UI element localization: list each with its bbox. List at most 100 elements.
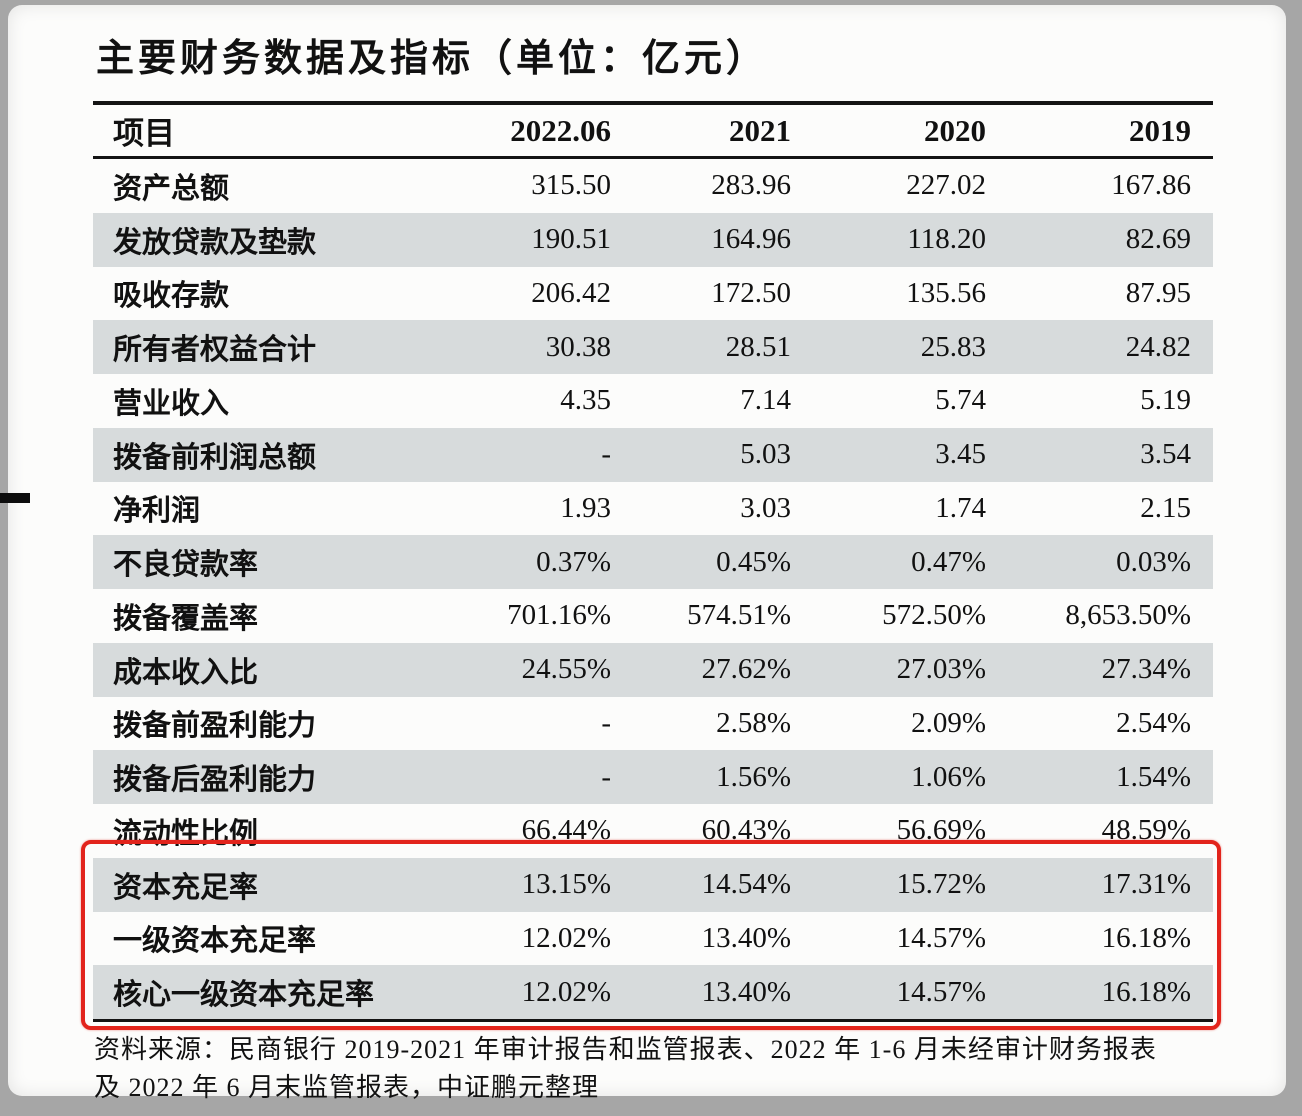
table-row: 净利润 1.93 3.03 1.74 2.15 <box>93 482 1213 536</box>
document-page: 主要财务数据及指标（单位：亿元） 项目 2022.06 2021 2020 20… <box>8 5 1286 1102</box>
cell-value: 172.50 <box>711 276 791 309</box>
cell-value: 5.03 <box>740 438 791 471</box>
column-header-2020: 2020 <box>924 112 986 148</box>
cell-value: 118.20 <box>907 223 986 256</box>
cell-value: 13.40% <box>701 921 791 954</box>
cell-value: 12.02% <box>521 975 611 1008</box>
row-label: 成本收入比 <box>113 656 259 689</box>
row-label: 资产总额 <box>113 172 230 205</box>
table-row: 拨备前利润总额 - 5.03 3.45 3.54 <box>93 427 1213 482</box>
cell-value: 5.74 <box>935 384 986 417</box>
cell-value: 1.74 <box>935 491 986 524</box>
cell-value: 2.15 <box>1140 491 1191 524</box>
row-label: 核心一级资本充足率 <box>113 979 375 1012</box>
cell-value: 2.09% <box>911 706 986 739</box>
row-label: 营业收入 <box>113 387 230 420</box>
table-row: 吸收存款 206.42 172.50 135.56 87.95 <box>93 267 1213 321</box>
table-header-row: 项目 2022.06 2021 2020 2019 <box>93 101 1213 159</box>
scan-margin-mark <box>0 493 30 503</box>
cell-value: 66.44% <box>521 814 611 847</box>
row-label: 不良贷款率 <box>113 549 259 582</box>
cell-value: 27.34% <box>1101 653 1191 686</box>
cell-value: 30.38 <box>545 330 611 363</box>
cell-value: 1.56% <box>716 760 791 793</box>
cell-value: 0.47% <box>911 545 986 578</box>
cell-value: 135.56 <box>906 276 986 309</box>
cell-value: 0.37% <box>536 545 611 578</box>
table-row: 成本收入比 24.55% 27.62% 27.03% 27.34% <box>93 642 1213 697</box>
row-label: 流动性比例 <box>113 817 259 850</box>
cell-value: 82.69 <box>1125 223 1191 256</box>
column-header-2022-06: 2022.06 <box>510 112 611 148</box>
cell-value: 167.86 <box>1111 169 1191 202</box>
row-label: 资本充足率 <box>113 871 259 904</box>
cell-value: 3.03 <box>740 491 791 524</box>
cell-value: 7.14 <box>740 384 791 417</box>
financial-table: 项目 2022.06 2021 2020 2019 资产总额 315.50 28… <box>93 101 1213 1022</box>
cell-value: 16.18% <box>1101 921 1191 954</box>
table-row: 核心一级资本充足率 12.02% 13.40% 14.57% 16.18% <box>93 965 1213 1019</box>
cell-value: 164.96 <box>711 223 791 256</box>
row-label: 拨备前盈利能力 <box>113 710 317 743</box>
cell-value: 24.82 <box>1125 330 1191 363</box>
table-row: 资产总额 315.50 283.96 227.02 167.86 <box>93 159 1213 213</box>
cell-value: 3.45 <box>935 438 986 471</box>
table-row: 一级资本充足率 12.02% 13.40% 14.57% 16.18% <box>93 912 1213 966</box>
cell-value: 12.02% <box>521 921 611 954</box>
cell-value: 24.55% <box>521 653 611 686</box>
cell-value: 190.51 <box>531 223 611 256</box>
cell-value: 1.93 <box>560 491 611 524</box>
column-header-2021: 2021 <box>729 112 791 148</box>
cell-value: 227.02 <box>906 169 986 202</box>
cell-value: 206.42 <box>531 276 611 309</box>
row-label: 所有者权益合计 <box>113 334 317 367</box>
cell-value: 27.03% <box>896 653 986 686</box>
table-row: 不良贷款率 0.37% 0.45% 0.47% 0.03% <box>93 535 1213 589</box>
cell-value: 25.83 <box>920 330 986 363</box>
table-row: 拨备后盈利能力 - 1.56% 1.06% 1.54% <box>93 750 1213 804</box>
column-header-2019: 2019 <box>1129 112 1191 148</box>
row-label: 发放贷款及垫款 <box>113 226 317 259</box>
row-label: 吸收存款 <box>113 280 230 313</box>
cell-value: 5.19 <box>1140 384 1191 417</box>
cell-value: 315.50 <box>531 169 611 202</box>
cell-value: 2.54% <box>1116 706 1191 739</box>
row-label: 拨备前利润总额 <box>113 441 317 474</box>
cell-value: - <box>601 760 611 793</box>
cell-value: 574.51% <box>687 599 791 632</box>
cell-value: 13.40% <box>701 975 791 1008</box>
cell-value: 15.72% <box>896 868 986 901</box>
cell-value: 4.35 <box>560 384 611 417</box>
row-label: 净利润 <box>113 495 201 528</box>
cell-value: 16.18% <box>1101 975 1191 1008</box>
cell-value: 0.45% <box>716 545 791 578</box>
table-body: 资产总额 315.50 283.96 227.02 167.86 发放贷款及垫款… <box>93 159 1213 1022</box>
cell-value: 14.54% <box>701 868 791 901</box>
page-title: 主要财务数据及指标（单位：亿元） <box>96 38 769 80</box>
row-label: 拨备覆盖率 <box>113 602 259 635</box>
table-row: 拨备覆盖率 701.16% 574.51% 572.50% 8,653.50% <box>93 589 1213 643</box>
cell-value: 56.69% <box>896 814 986 847</box>
cell-value: 1.06% <box>911 760 986 793</box>
cell-value: 13.15% <box>521 868 611 901</box>
table-row: 发放贷款及垫款 190.51 164.96 118.20 82.69 <box>93 212 1213 267</box>
cell-value: - <box>601 438 611 471</box>
cell-value: 572.50% <box>882 599 986 632</box>
cell-value: 17.31% <box>1101 868 1191 901</box>
cell-value: 2.58% <box>716 706 791 739</box>
cell-value: 283.96 <box>711 169 791 202</box>
table-row: 流动性比例 66.44% 60.43% 56.69% 48.59% <box>93 804 1213 858</box>
cell-value: 60.43% <box>701 814 791 847</box>
cell-value: 27.62% <box>701 653 791 686</box>
cell-value: 0.03% <box>1116 545 1191 578</box>
table-row: 资本充足率 13.15% 14.54% 15.72% 17.31% <box>93 857 1213 912</box>
cell-value: 28.51 <box>725 330 791 363</box>
cell-value: - <box>601 706 611 739</box>
row-label: 拨备后盈利能力 <box>113 764 317 797</box>
table-row: 营业收入 4.35 7.14 5.74 5.19 <box>93 374 1213 428</box>
cell-value: 701.16% <box>507 599 611 632</box>
source-note-line2: 及 2022 年 6 月末监管报表，中证鹏元整理 <box>94 1073 600 1102</box>
source-note-line1: 资料来源：民商银行 2019-2021 年审计报告和监管报表、2022 年 1-… <box>94 1035 1157 1064</box>
cell-value: 8,653.50% <box>1065 599 1191 632</box>
